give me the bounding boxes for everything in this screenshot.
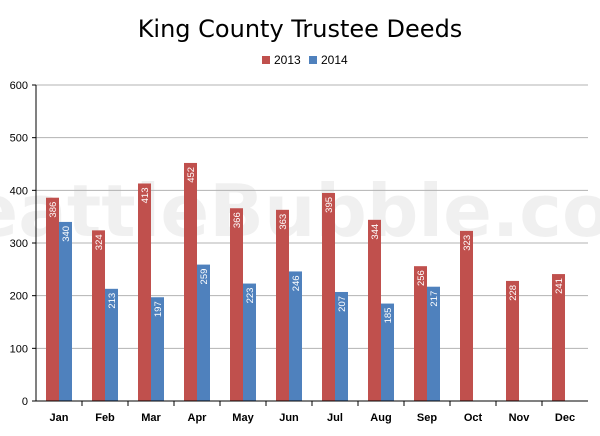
data-label: 386: [48, 202, 59, 218]
watermark: SeattleBubble.com: [0, 169, 600, 253]
bar-2014-jun: [289, 271, 302, 401]
data-label: 223: [245, 288, 256, 304]
data-label: 340: [61, 226, 72, 242]
y-axis: 0 100 200 300 400 500 600: [10, 80, 37, 408]
data-label: 213: [107, 293, 118, 309]
bar-2013-jun: [276, 209, 289, 401]
bar-2013-jan: [46, 197, 59, 401]
x-tick-label: Aug: [370, 412, 391, 424]
data-label: 413: [140, 187, 151, 203]
x-tick-label: May: [232, 412, 254, 424]
data-label: 256: [416, 270, 427, 286]
data-label: 185: [383, 308, 394, 324]
bar-2013-nov: [506, 280, 519, 401]
data-label: 246: [291, 275, 302, 291]
bar-2014-aug: [381, 303, 394, 401]
data-label: 452: [186, 167, 197, 183]
bar-2014-may: [243, 283, 256, 401]
bar-2014-sep: [427, 286, 440, 401]
y-tick-label: 0: [22, 396, 28, 408]
bar-2013-sep: [414, 266, 427, 401]
y-tick-label: 300: [10, 238, 28, 250]
y-tick-label: 600: [10, 80, 28, 92]
x-tick-label: Apr: [188, 412, 208, 424]
bar-2014-jul: [335, 291, 348, 401]
bar-2013-aug: [368, 219, 381, 401]
chart-title: King County Trustee Deeds: [138, 15, 463, 43]
x-tick-label: Dec: [555, 412, 575, 424]
legend: 2013 2014: [262, 53, 348, 67]
x-axis: Jan Feb Mar Apr May Jun Jul Aug Sep Oct Nov Dec: [36, 400, 588, 424]
bar-2013-jul: [322, 192, 335, 401]
x-tick-label: Mar: [141, 412, 161, 424]
bar-2013-dec: [552, 274, 565, 401]
bar-2014-apr: [197, 264, 210, 401]
data-label: 217: [429, 291, 440, 307]
data-label: 197: [153, 301, 164, 317]
x-tick-label: Jan: [50, 412, 69, 424]
data-label: 395: [324, 197, 335, 213]
data-label: 241: [554, 278, 565, 294]
bar-2013-oct: [460, 230, 473, 401]
y-tick-label: 200: [10, 291, 28, 303]
bar-2014-jan: [59, 221, 72, 401]
legend-label-2014: 2014: [321, 53, 348, 67]
x-tick-label: Sep: [417, 412, 437, 424]
data-label: 363: [278, 214, 289, 230]
gridlines: [36, 84, 588, 402]
data-label: 323: [462, 235, 473, 251]
y-tick-label: 500: [10, 133, 28, 145]
x-tick-label: Feb: [95, 412, 115, 424]
data-label: 344: [370, 224, 381, 240]
data-label: 324: [94, 234, 105, 250]
data-label: 259: [199, 269, 210, 285]
legend-swatch-2013: [262, 56, 270, 64]
bar-2014-feb: [105, 288, 118, 401]
x-tick-label: Jul: [327, 412, 343, 424]
y-tick-label: 100: [10, 343, 28, 355]
y-tick-label: 400: [10, 185, 28, 197]
bar-2014-mar: [151, 297, 164, 401]
legend-label-2013: 2013: [274, 53, 301, 67]
data-label: 366: [232, 212, 243, 228]
data-label: 207: [337, 296, 348, 312]
bar-2013-feb: [92, 230, 105, 401]
x-tick-label: Nov: [509, 412, 531, 424]
x-tick-label: Jun: [279, 412, 299, 424]
bar-2013-mar: [138, 183, 151, 401]
bar-2013-may: [230, 208, 243, 401]
legend-swatch-2014: [309, 56, 317, 64]
data-label: 228: [508, 285, 519, 301]
x-tick-label: Oct: [464, 412, 483, 424]
bar-2013-apr: [184, 162, 197, 401]
